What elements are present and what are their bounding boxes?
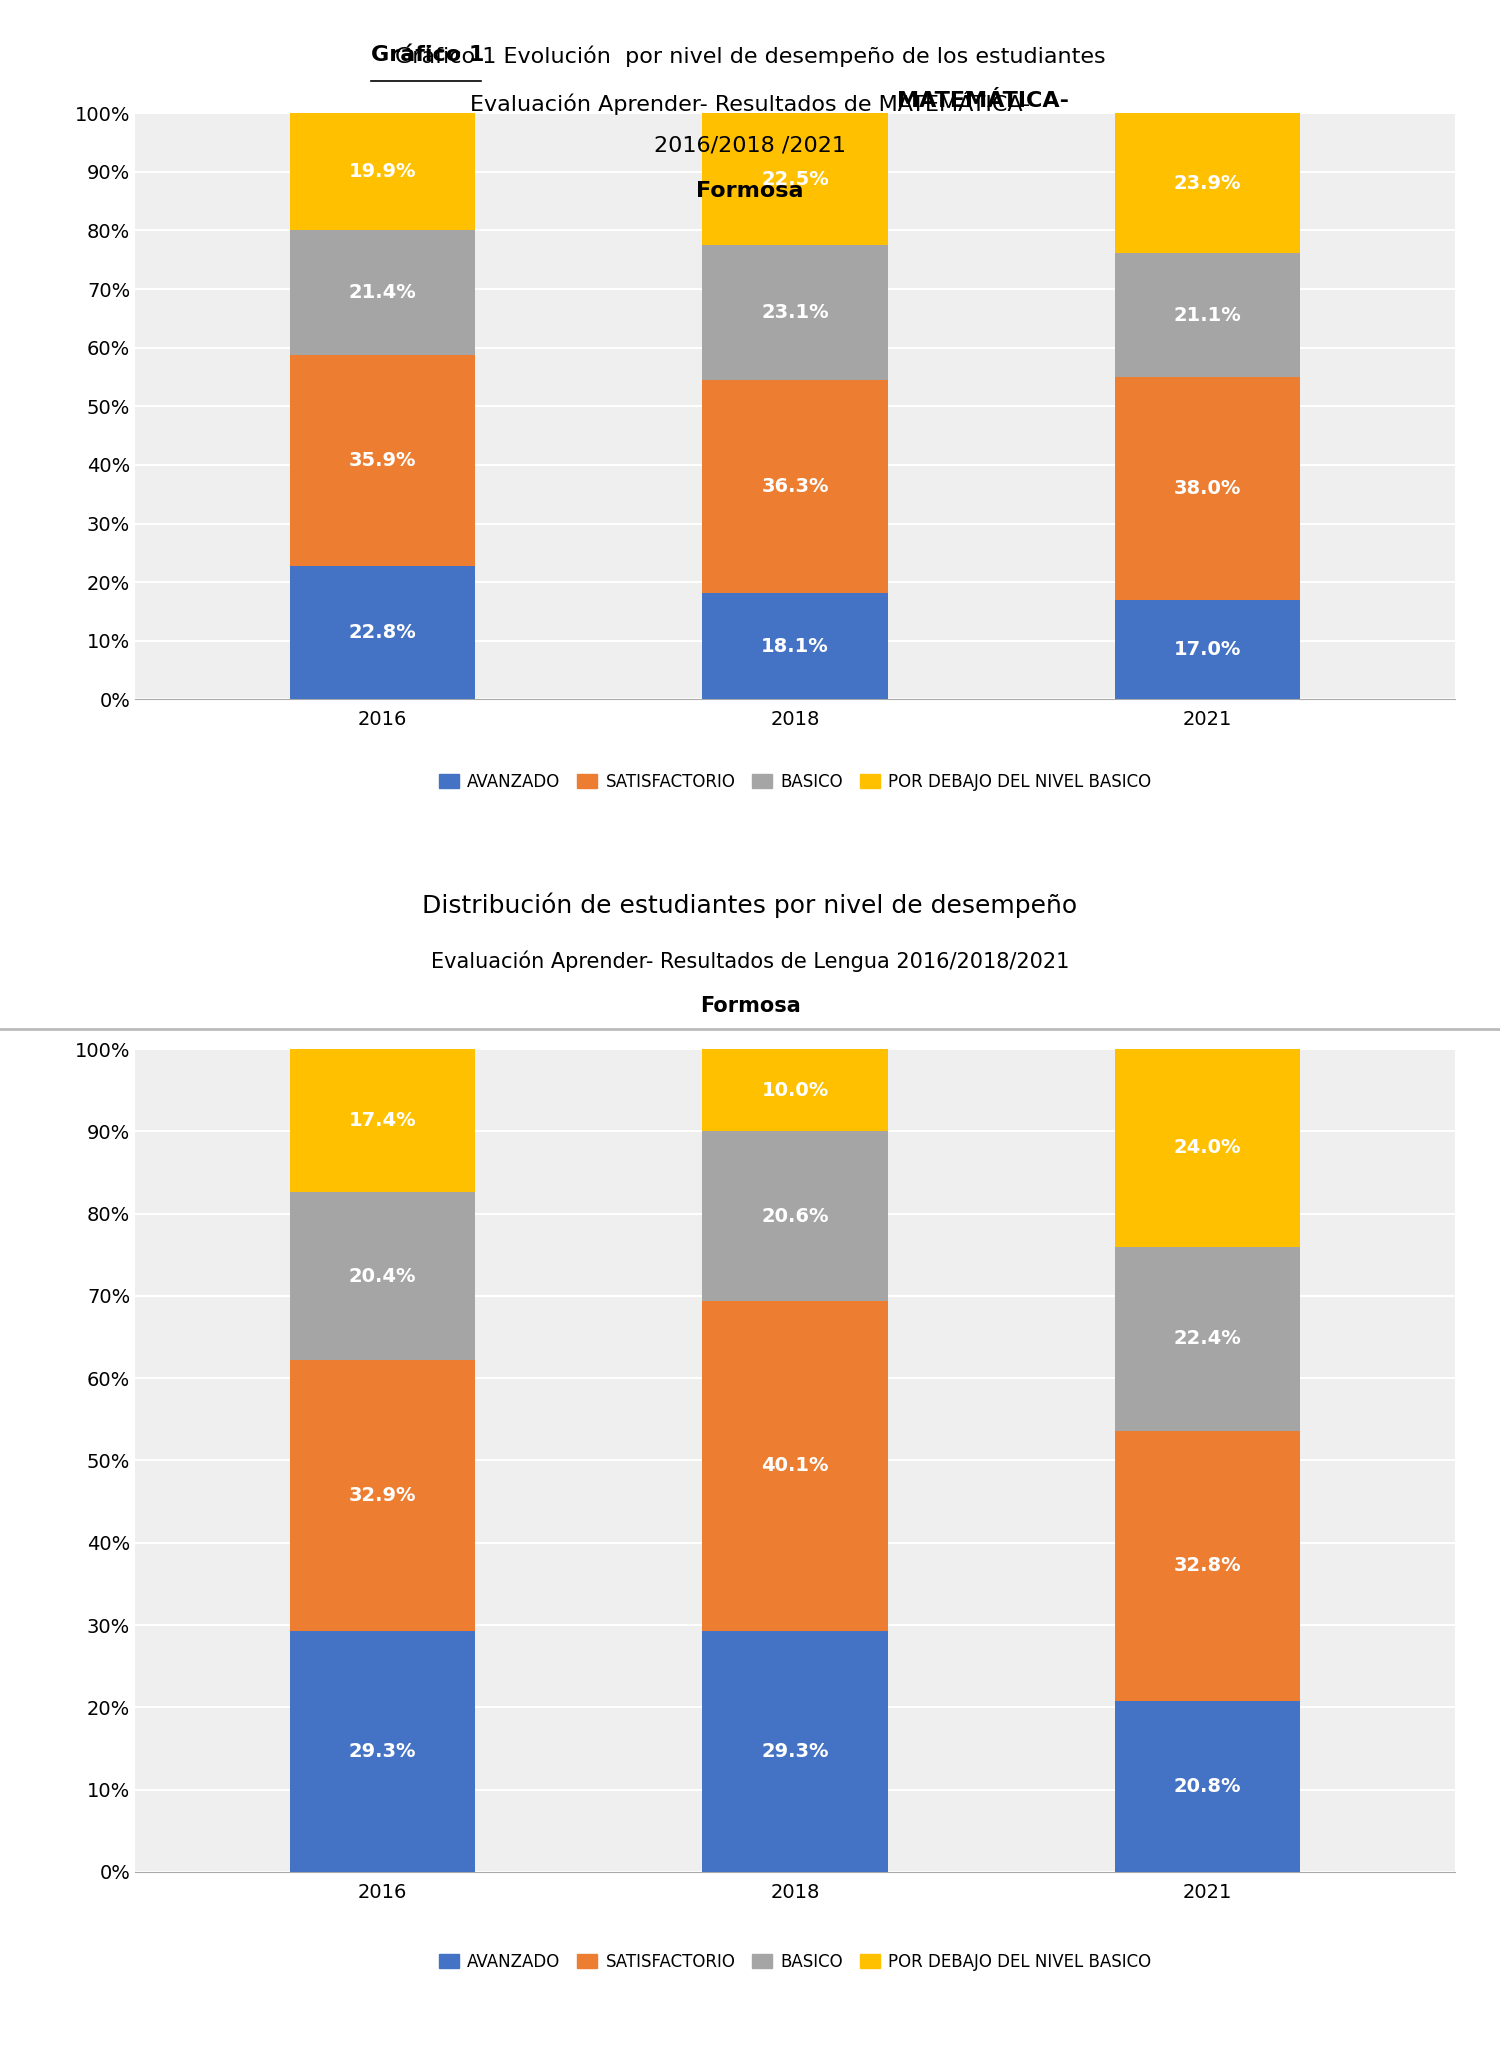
Bar [1114,253,1300,376]
Text: 21.4%: 21.4% [348,284,417,302]
Bar [290,1631,476,1872]
Bar [290,113,476,230]
Bar [702,1131,888,1300]
Legend: AVANZADO, SATISFACTORIO, BASICO, POR DEBAJO DEL NIVEL BASICO: AVANZADO, SATISFACTORIO, BASICO, POR DEB… [432,767,1158,798]
Text: 32.8%: 32.8% [1173,1557,1242,1576]
Text: Distribución de estudiantes por nivel de desempeño: Distribución de estudiantes por nivel de… [423,893,1077,917]
Text: 10.0%: 10.0% [762,1080,828,1100]
Text: 19.9%: 19.9% [348,163,416,181]
Text: Gráfico 1: Gráfico 1 [370,45,484,66]
Text: 36.3%: 36.3% [760,477,828,496]
Text: 35.9%: 35.9% [348,450,416,469]
Text: 20.4%: 20.4% [348,1267,416,1286]
Bar [1114,113,1300,253]
Text: Formosa: Formosa [699,996,801,1016]
Text: 29.3%: 29.3% [760,1742,828,1761]
Bar [290,1049,476,1193]
Text: 40.1%: 40.1% [760,1456,828,1475]
Text: 20.6%: 20.6% [760,1207,828,1226]
Bar [290,566,476,699]
Text: Evaluación Aprender- Resultados de MATEMÁTICA-: Evaluación Aprender- Resultados de MATEM… [470,91,1030,115]
Bar [290,1360,476,1631]
Bar [702,113,888,245]
Bar [1114,1247,1300,1432]
Text: 24.0%: 24.0% [1173,1138,1242,1158]
Text: MATEMÁTICA-: MATEMÁTICA- [897,91,1068,111]
Text: 22.5%: 22.5% [760,169,830,189]
Text: 23.9%: 23.9% [1173,173,1242,193]
Text: 17.4%: 17.4% [348,1111,417,1129]
Bar [290,230,476,356]
Text: 18.1%: 18.1% [760,638,830,656]
Bar [702,245,888,381]
Text: 32.9%: 32.9% [348,1485,416,1506]
Text: 22.4%: 22.4% [1173,1329,1242,1347]
Bar [702,381,888,592]
Text: 17.0%: 17.0% [1174,640,1240,658]
Bar [290,1193,476,1360]
Bar [1114,1432,1300,1701]
Bar [1114,1701,1300,1872]
Text: Formosa: Formosa [696,181,804,202]
Text: 20.8%: 20.8% [1173,1777,1242,1796]
Bar [702,1300,888,1631]
Text: 29.3%: 29.3% [348,1742,416,1761]
Bar [1114,1049,1300,1247]
Bar [702,592,888,699]
Text: 21.1%: 21.1% [1173,306,1242,325]
Bar [1114,601,1300,699]
Bar [702,1049,888,1131]
Text: 23.1%: 23.1% [760,302,830,323]
Text: 2016/2018 /2021: 2016/2018 /2021 [654,136,846,156]
Text: Evaluación Aprender- Resultados de Lengua 2016/2018/2021: Evaluación Aprender- Resultados de Lengu… [430,950,1070,971]
Text: Gráfico 1 Evolución  por nivel de desempeño de los estudiantes: Gráfico 1 Evolución por nivel de desempe… [394,45,1106,66]
Bar [290,356,476,566]
Legend: AVANZADO, SATISFACTORIO, BASICO, POR DEBAJO DEL NIVEL BASICO: AVANZADO, SATISFACTORIO, BASICO, POR DEB… [432,1946,1158,1977]
Bar [702,1631,888,1872]
Bar [1114,376,1300,601]
Text: 38.0%: 38.0% [1174,479,1240,498]
Text: 22.8%: 22.8% [348,623,417,642]
